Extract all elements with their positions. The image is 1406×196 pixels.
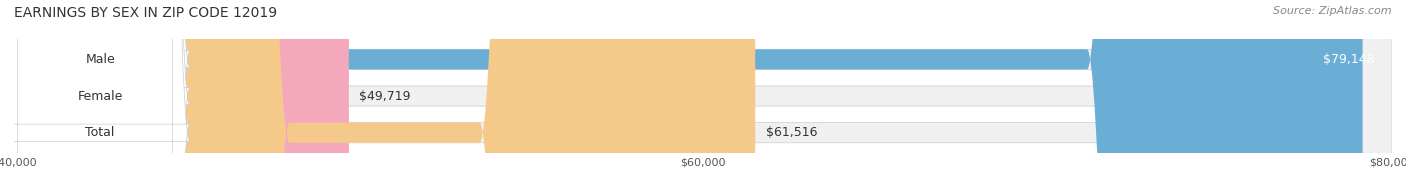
FancyBboxPatch shape	[0, 0, 190, 196]
FancyBboxPatch shape	[14, 0, 349, 196]
FancyBboxPatch shape	[14, 0, 1392, 196]
Text: Source: ZipAtlas.com: Source: ZipAtlas.com	[1274, 6, 1392, 16]
Text: $79,148: $79,148	[1323, 53, 1375, 66]
Text: $61,516: $61,516	[765, 126, 817, 139]
FancyBboxPatch shape	[14, 0, 1392, 196]
Text: Male: Male	[86, 53, 115, 66]
FancyBboxPatch shape	[0, 0, 190, 196]
FancyBboxPatch shape	[14, 0, 755, 196]
Text: EARNINGS BY SEX IN ZIP CODE 12019: EARNINGS BY SEX IN ZIP CODE 12019	[14, 6, 277, 20]
FancyBboxPatch shape	[14, 0, 1362, 196]
FancyBboxPatch shape	[0, 0, 190, 196]
FancyBboxPatch shape	[14, 0, 1392, 196]
Text: Total: Total	[86, 126, 115, 139]
Text: $49,719: $49,719	[359, 90, 411, 103]
Text: Female: Female	[77, 90, 122, 103]
